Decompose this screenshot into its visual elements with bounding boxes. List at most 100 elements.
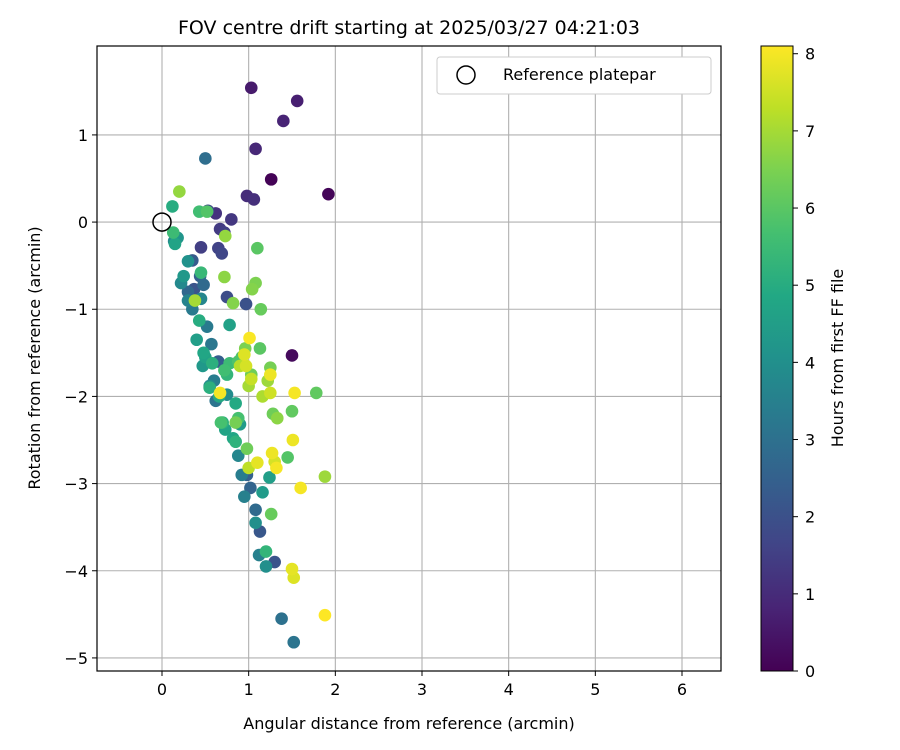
data-point	[277, 114, 290, 128]
data-point	[229, 416, 242, 429]
data-point	[244, 81, 258, 95]
data-point	[281, 451, 294, 464]
data-point	[251, 241, 264, 255]
data-point	[223, 318, 236, 332]
data-point	[168, 237, 182, 251]
data-point	[294, 481, 307, 495]
plot-frame	[96, 45, 722, 672]
data-point	[264, 386, 277, 400]
data-point	[247, 193, 261, 206]
colorbar-tick-label: 1	[805, 585, 815, 604]
legend-entry-label: Reference platepar	[503, 65, 656, 84]
y-tick-label: −4	[64, 562, 88, 581]
x-tick-label: 4	[504, 680, 514, 699]
colorbar-gradient	[761, 46, 793, 671]
chart-title: FOV centre drift starting at 2025/03/27 …	[178, 17, 640, 39]
x-tick-label: 6	[677, 680, 687, 699]
y-tick-label: −2	[64, 387, 88, 406]
data-point	[205, 356, 219, 370]
colorbar-tick-label: 0	[805, 662, 815, 681]
data-point	[264, 507, 278, 521]
data-point	[243, 331, 256, 345]
data-point	[205, 337, 218, 351]
colorbar-tick-label: 6	[805, 199, 815, 218]
data-point	[264, 368, 277, 381]
data-point	[218, 363, 231, 377]
data-point	[197, 278, 210, 292]
x-tick-label: 2	[330, 680, 340, 699]
data-point	[192, 314, 206, 327]
data-point	[238, 490, 251, 503]
data-point	[285, 562, 299, 576]
data-point	[290, 94, 304, 108]
data-points	[166, 81, 335, 649]
data-point	[181, 285, 195, 299]
data-point	[249, 503, 262, 517]
data-point	[270, 411, 284, 425]
data-point	[200, 205, 214, 218]
data-point	[203, 381, 216, 395]
data-point	[238, 348, 251, 361]
x-axis-label: Angular distance from reference (arcmin)	[243, 714, 574, 733]
data-point	[215, 247, 229, 260]
data-point	[245, 282, 259, 296]
data-point	[259, 560, 273, 573]
legend-box	[436, 56, 712, 95]
data-point	[214, 416, 228, 429]
data-point	[270, 461, 283, 475]
data-point	[197, 346, 210, 360]
data-point	[173, 185, 186, 198]
colorbar-tick-label: 3	[805, 431, 815, 450]
data-point	[249, 142, 262, 156]
data-point	[286, 433, 300, 447]
data-point	[259, 545, 273, 558]
data-point	[251, 456, 264, 469]
data-point	[166, 226, 180, 239]
legend-marker	[456, 65, 476, 85]
data-point	[253, 342, 267, 355]
data-point	[265, 446, 279, 460]
colorbar-tick-label: 5	[805, 276, 815, 295]
y-tick-label: 0	[78, 213, 88, 232]
data-point	[263, 471, 276, 484]
data-point	[229, 435, 242, 449]
data-point	[244, 372, 258, 386]
data-point	[254, 302, 268, 316]
y-axis-ticks: −5 −4 −3 −2 −1 0 1	[64, 126, 97, 668]
data-point	[229, 397, 242, 410]
x-axis-ticks: 0 1 2 3 4 5 6	[157, 671, 687, 699]
legend: Reference platepar	[436, 56, 712, 95]
colorbar-ticks: 0 1 2 3 4 5 6 7 8	[793, 45, 815, 681]
colorbar: 0 1 2 3 4 5 6 7 8 Hours from first FF file	[760, 45, 847, 681]
data-point	[166, 200, 179, 213]
x-tick-label: 0	[157, 680, 167, 699]
grid-lines	[97, 46, 721, 671]
data-point	[177, 269, 190, 283]
data-point	[309, 386, 323, 400]
data-point	[239, 297, 253, 311]
colorbar-frame	[760, 45, 794, 672]
y-tick-label: 1	[78, 126, 88, 145]
data-point	[287, 635, 301, 649]
data-point	[218, 229, 232, 243]
y-axis-label: Rotation from reference (arcmin)	[25, 226, 44, 489]
data-point	[285, 404, 299, 418]
x-tick-label: 3	[417, 680, 427, 699]
data-point	[239, 359, 253, 373]
data-point	[249, 516, 262, 530]
colorbar-tick-label: 4	[805, 353, 815, 372]
data-point	[318, 470, 332, 483]
y-tick-label: −5	[64, 649, 88, 668]
data-point	[199, 152, 212, 165]
colorbar-tick-label: 8	[805, 45, 815, 64]
y-tick-label: −1	[64, 300, 88, 319]
colorbar-label: Hours from first FF file	[828, 269, 847, 448]
data-point	[190, 333, 203, 347]
data-point	[318, 608, 332, 622]
data-point	[231, 449, 245, 462]
data-point	[285, 349, 299, 362]
data-point	[226, 296, 240, 310]
data-point	[225, 213, 238, 226]
data-point	[194, 241, 208, 254]
